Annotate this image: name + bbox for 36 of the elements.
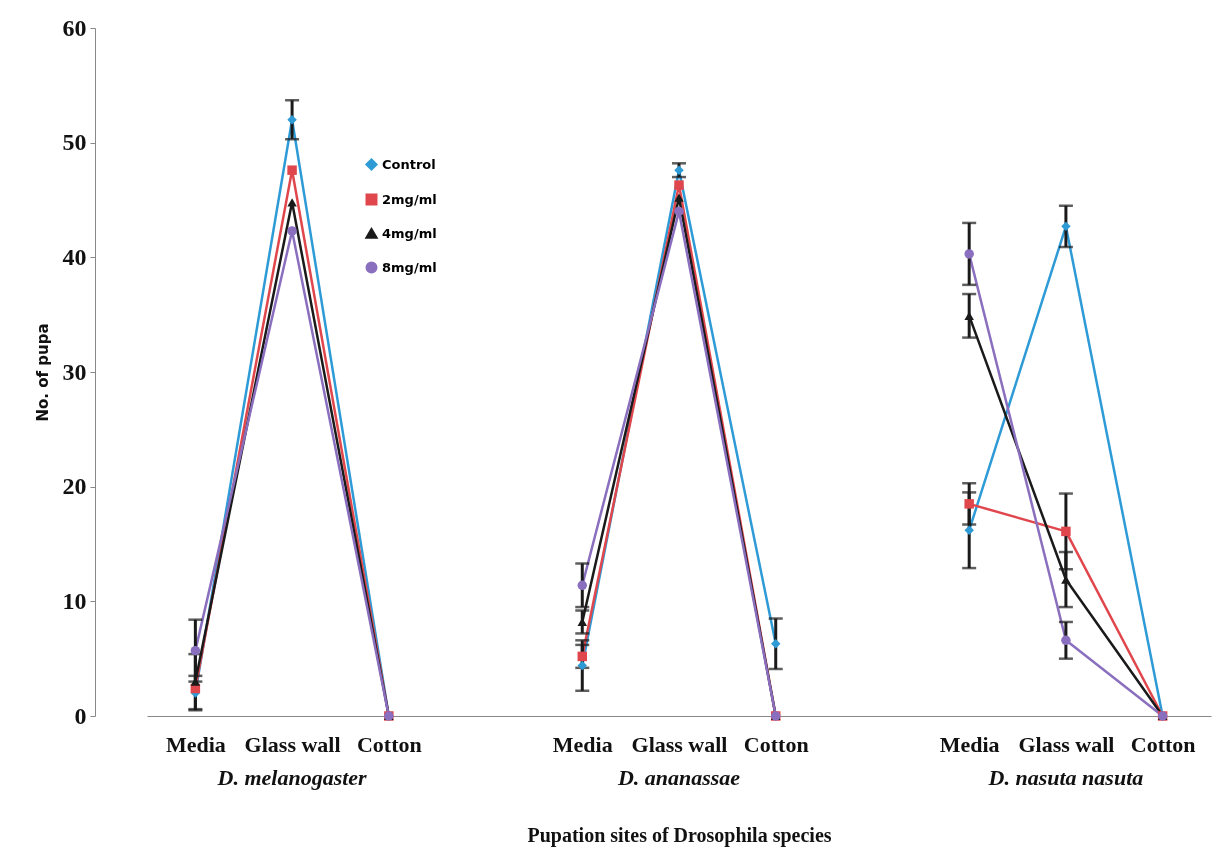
y-tick-label: 20 (62, 473, 87, 500)
x-axis-title: Pupation sites of Drosophila species (527, 823, 832, 847)
x-tick-label: Cotton (743, 731, 809, 757)
x-tick-label: Glass wall (244, 731, 341, 757)
legend-label: Control (382, 156, 436, 172)
text: D. nasuta nasuta (987, 765, 1144, 790)
y-tick-label: 40 (62, 243, 87, 270)
legend-label: 4mg/ml (382, 225, 437, 241)
point (287, 198, 297, 207)
y-tick-label: 60 (62, 14, 87, 41)
text: D. melanogaster (216, 765, 368, 790)
y-tick-label: 30 (62, 358, 87, 385)
x-tick-label: Glass wall (631, 731, 728, 757)
point (287, 114, 297, 125)
x-tick-label: Media (939, 731, 1000, 757)
x-tick-label: Cotton (356, 731, 422, 757)
y-tick-label: 0 (74, 702, 87, 729)
point (287, 165, 297, 175)
x-tick-label: Cotton (1130, 731, 1196, 757)
y-tick-label: 50 (62, 129, 87, 156)
y-tick-label: 10 (62, 587, 87, 614)
point (964, 249, 974, 259)
point (190, 645, 201, 656)
text: D. ananassae (616, 765, 741, 790)
legend-label: 8mg/ml (382, 259, 437, 275)
point (964, 499, 974, 509)
point (1061, 221, 1071, 232)
legend-label: 2mg/ml (382, 191, 437, 207)
point (1061, 526, 1071, 537)
point (1061, 635, 1071, 646)
x-tick-label: Media (552, 731, 613, 757)
point (964, 525, 974, 535)
y-axis-title: No. of pupa (33, 323, 52, 422)
point (287, 226, 297, 236)
x-tick-label: Media (165, 731, 226, 757)
x-tick-label: Glass wall (1018, 731, 1115, 757)
